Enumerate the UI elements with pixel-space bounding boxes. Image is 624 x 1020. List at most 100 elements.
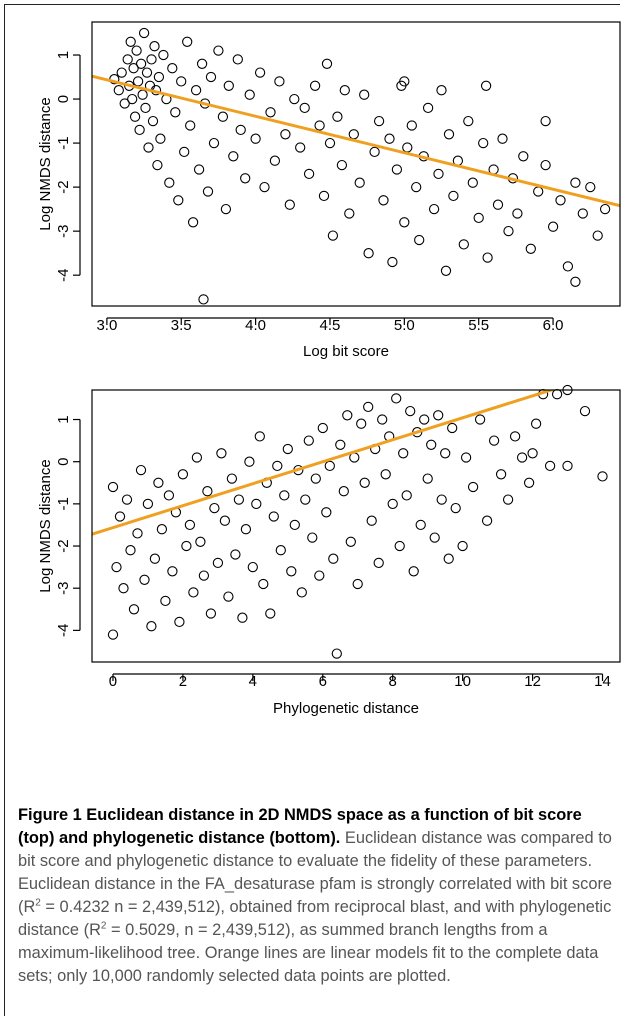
data-point [570, 177, 581, 188]
data-point [153, 71, 165, 83]
data-point [223, 80, 234, 91]
data-point [202, 186, 214, 197]
data-point [188, 587, 199, 598]
data-point [373, 557, 384, 569]
data-point [173, 195, 184, 206]
data-point [131, 45, 142, 56]
data-point [232, 54, 243, 65]
data-point [481, 515, 493, 526]
caption-sup-1: 2 [35, 897, 41, 909]
data-point [244, 89, 255, 100]
data-point [366, 515, 377, 526]
data-point [335, 439, 346, 450]
data-point [363, 401, 374, 413]
data-point [433, 410, 444, 421]
data-point [196, 58, 208, 69]
data-point [179, 146, 190, 158]
data-point [380, 469, 391, 480]
data-point [394, 540, 405, 552]
data-point [247, 561, 258, 573]
x-tick-label: 4.0 [245, 317, 266, 334]
data-point [309, 80, 321, 91]
data-point [359, 89, 370, 100]
data-point [467, 481, 479, 493]
data-point [149, 41, 160, 52]
data-point [295, 142, 306, 153]
data-point [164, 177, 175, 188]
data-point [129, 111, 141, 122]
data-point [503, 225, 514, 237]
data-point [146, 621, 157, 632]
data-point [163, 490, 175, 501]
data-point [387, 256, 398, 268]
data-point [127, 93, 138, 105]
data-point [296, 587, 307, 598]
data-point [467, 177, 478, 188]
data-point [460, 452, 472, 463]
data-point [426, 439, 437, 450]
data-point [265, 107, 276, 118]
data-point [516, 452, 528, 463]
y-axis-title: Log NMDS distance [37, 97, 54, 230]
data-point [254, 431, 265, 442]
caption-text-1: Euclidean distance was compared to bit s… [18, 829, 613, 893]
data-point [447, 422, 458, 434]
data-point [223, 591, 234, 602]
data-point [411, 181, 422, 193]
y-tick-label: -2 [55, 539, 72, 552]
figure-caption: Figure 1 Euclidean distance in 2D NMDS s… [18, 806, 613, 985]
data-point [509, 431, 521, 442]
data-point [128, 604, 140, 615]
data-point [527, 448, 538, 459]
data-point [153, 477, 164, 488]
data-point [250, 133, 261, 144]
caption-sup-2: 2 [100, 920, 107, 932]
data-point [111, 561, 122, 573]
data-point [354, 177, 365, 188]
data-point [324, 460, 335, 472]
data-point [324, 137, 336, 149]
plot-box [91, 389, 621, 663]
caption-title: Figure 1 Euclidean distance in 2D NMDS s… [18, 806, 582, 847]
data-point [146, 54, 157, 65]
data-point [405, 405, 416, 417]
data-point [258, 578, 269, 590]
data-point [314, 570, 325, 581]
data-point [235, 124, 246, 136]
data-point [579, 405, 591, 417]
data-point [433, 168, 444, 180]
data-point [328, 553, 339, 564]
data-point [399, 76, 410, 87]
x-tick-label: 10 [454, 673, 471, 690]
data-point [310, 473, 321, 484]
data-point [478, 137, 489, 149]
data-point [300, 494, 311, 505]
data-point [107, 629, 119, 640]
data-point [419, 414, 430, 425]
data-point [391, 393, 402, 404]
data-point [555, 195, 566, 206]
x-tick-label: 5.0 [394, 317, 415, 334]
y-tick-label: -4 [55, 624, 72, 637]
data-point [525, 243, 536, 254]
data-point [140, 102, 151, 114]
data-point [158, 49, 169, 61]
data-point [116, 67, 127, 78]
data-point [289, 519, 300, 531]
data-point [265, 608, 276, 619]
data-point [585, 181, 596, 193]
data-point [352, 578, 363, 590]
data-point [167, 63, 178, 74]
y-tick-label: 0 [55, 458, 72, 466]
data-point [495, 469, 507, 480]
data-point [348, 129, 359, 140]
data-point [540, 159, 551, 171]
data-point [401, 490, 412, 501]
data-point [216, 448, 227, 459]
x-tick-label: 14 [594, 673, 611, 690]
data-point [155, 133, 166, 144]
data-point [332, 111, 343, 122]
y-axis-title: Log NMDS distance [37, 459, 54, 592]
data-point [113, 85, 124, 96]
data-point [152, 159, 163, 171]
